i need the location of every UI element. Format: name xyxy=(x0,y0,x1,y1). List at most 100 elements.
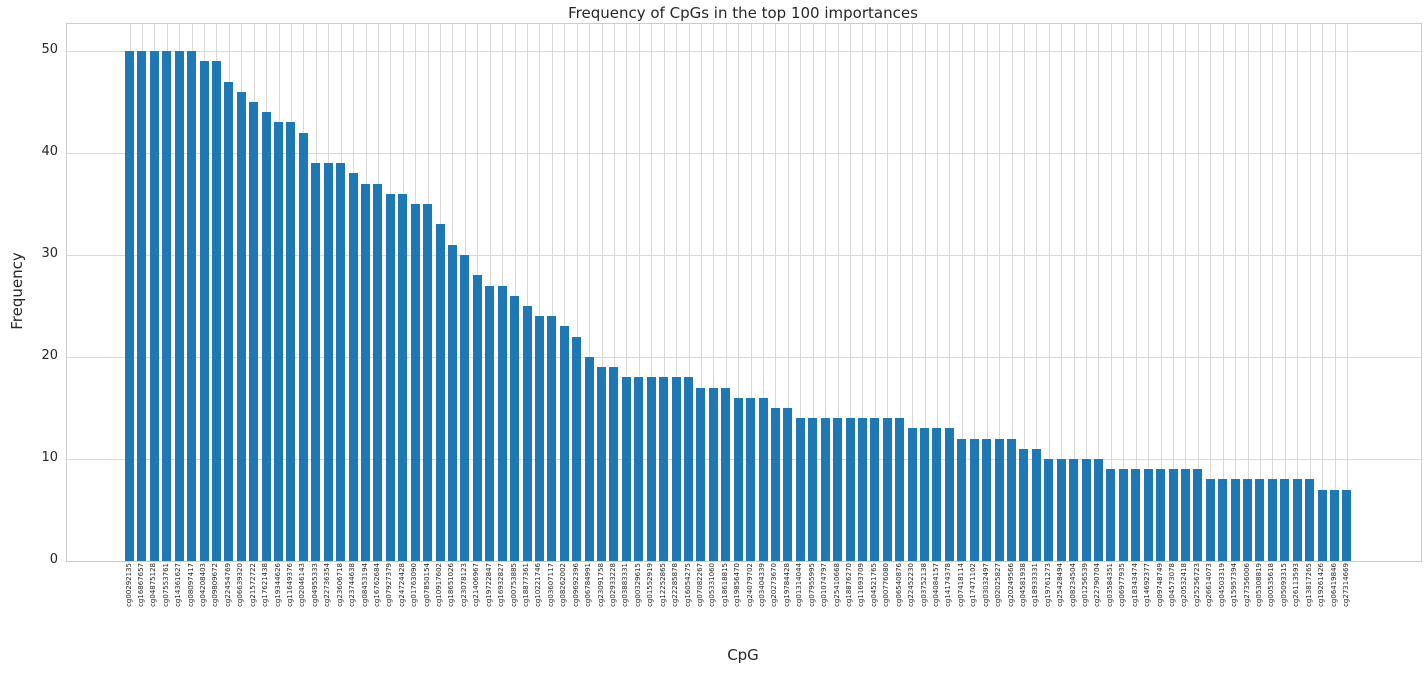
gridline-v xyxy=(787,24,789,561)
gridline-v xyxy=(936,24,938,561)
gridline-v xyxy=(1098,24,1100,561)
x-tick-label: cg27314669 xyxy=(1341,563,1350,607)
gridline-v xyxy=(651,24,653,561)
bar-cg12252865 xyxy=(659,377,669,561)
bar-cg19784428 xyxy=(783,408,793,561)
bar-cg01074797 xyxy=(820,418,830,561)
bar-cg04521765 xyxy=(870,418,880,561)
gridline-v xyxy=(601,24,603,561)
plot-area xyxy=(66,23,1422,562)
x-tick-label: cg04503319 xyxy=(1217,563,1226,607)
x-tick-label: cg02046143 xyxy=(298,563,307,607)
bar-cg09748749 xyxy=(1156,469,1166,561)
bar-cg04955333 xyxy=(311,163,321,561)
bar-cg03404339 xyxy=(758,397,768,561)
x-tick-label: cg16762684 xyxy=(372,563,381,607)
bar-cg02025827 xyxy=(994,438,1004,561)
bar-cg19261426 xyxy=(1317,489,1327,561)
bar-cg03883331 xyxy=(621,377,631,561)
gridline-v xyxy=(1272,24,1274,561)
bar-cg08453194 xyxy=(361,183,371,561)
gridline-v xyxy=(1123,24,1125,561)
x-tick-label: cg11693709 xyxy=(857,563,866,607)
x-tick-label: cg09692396 xyxy=(571,563,580,607)
gridline-v xyxy=(887,24,889,561)
gridline-v xyxy=(1235,24,1237,561)
gridline-v xyxy=(924,24,926,561)
x-tick-label: cg07418114 xyxy=(956,563,965,607)
bar-cg25428494 xyxy=(1056,459,1066,561)
gridline-v xyxy=(862,24,864,561)
bar-cg05308819 xyxy=(1255,479,1265,561)
x-tick-label: cg03883331 xyxy=(621,563,630,607)
bar-cg07553761 xyxy=(162,51,172,561)
bar-cg21572722 xyxy=(249,102,259,561)
bar-cg23091758 xyxy=(597,367,607,561)
x-tick-label: cg04208403 xyxy=(199,563,208,607)
x-tick-label: cg19784428 xyxy=(782,563,791,607)
x-tick-label: cg22452230 xyxy=(907,563,916,607)
bar-cg04208403 xyxy=(199,61,209,561)
x-tick-label: cg01074797 xyxy=(820,563,829,607)
x-tick-label: cg14692377 xyxy=(1143,563,1152,607)
x-tick-label: cg01314044 xyxy=(795,563,804,607)
bar-cg14361627 xyxy=(174,51,184,561)
bar-cg03607117 xyxy=(547,316,557,561)
x-tick-label: cg08234504 xyxy=(1068,563,1077,607)
x-tick-label: cg12252865 xyxy=(658,563,667,607)
gridline-v xyxy=(539,24,541,561)
bar-cg19856470 xyxy=(733,397,743,561)
x-tick-label: cg07927379 xyxy=(385,563,394,607)
bar-cg22790704 xyxy=(1093,459,1103,561)
x-tick-label: cg01256539 xyxy=(1081,563,1090,607)
bar-cg09809672 xyxy=(211,61,221,561)
x-tick-label: cg25256723 xyxy=(1192,563,1201,607)
bar-cg18618815 xyxy=(721,387,731,561)
x-tick-label: cg06419846 xyxy=(1329,563,1338,607)
x-tick-label: cg03404339 xyxy=(758,563,767,607)
gridline-h xyxy=(67,254,1421,256)
bar-cg01314044 xyxy=(795,418,805,561)
bar-cg14692377 xyxy=(1143,469,1153,561)
bar-cg06784991 xyxy=(584,357,594,561)
x-tick-label: cg10917602 xyxy=(435,563,444,607)
bar-cg02046143 xyxy=(298,132,308,561)
x-tick-label: cg20273670 xyxy=(770,563,779,607)
x-tick-label: cg08097417 xyxy=(186,563,195,607)
x-tick-label: cg17471102 xyxy=(969,563,978,607)
x-tick-label: cg05093315 xyxy=(1279,563,1288,607)
x-tick-label: cg00535618 xyxy=(1267,563,1276,607)
x-tick-label: cg00292135 xyxy=(124,563,133,607)
x-tick-label: cg03032497 xyxy=(981,563,990,607)
x-tick-label: cg18876270 xyxy=(845,563,854,607)
x-tick-label: cg23078123 xyxy=(459,563,468,607)
gridline-v xyxy=(837,24,839,561)
x-tick-label: cg01552919 xyxy=(646,563,655,607)
bar-cg22454769 xyxy=(224,81,234,561)
bar-cg23744638 xyxy=(348,173,358,561)
gridline-v xyxy=(1036,24,1038,561)
bar-cg00753885 xyxy=(510,295,520,561)
gridline-v xyxy=(800,24,802,561)
bar-cg18877361 xyxy=(522,306,532,561)
x-tick-label: cg03752138 xyxy=(919,563,928,607)
x-tick-label: cg24079702 xyxy=(745,563,754,607)
gridline-v xyxy=(750,24,752,561)
x-tick-label: cg04573078 xyxy=(1168,563,1177,607)
x-tick-label: cg08453194 xyxy=(360,563,369,607)
bar-cg07418114 xyxy=(957,438,967,561)
gridline-v xyxy=(961,24,963,561)
gridline-v xyxy=(1048,24,1050,561)
x-tick-label: cg04581938 xyxy=(1018,563,1027,607)
gridline-v xyxy=(1334,24,1336,561)
bar-cg03752138 xyxy=(920,428,930,561)
bar-cg18343474 xyxy=(1131,469,1141,561)
gridline-v xyxy=(514,24,516,561)
bar-cg19722847 xyxy=(485,285,495,561)
bar-cg27314669 xyxy=(1342,489,1352,561)
gridline-v xyxy=(850,24,852,561)
x-tick-label: cg06977935 xyxy=(1118,563,1127,607)
bar-cg04875128 xyxy=(149,51,159,561)
bar-cg22285878 xyxy=(671,377,681,561)
bar-cg01256539 xyxy=(1081,459,1091,561)
